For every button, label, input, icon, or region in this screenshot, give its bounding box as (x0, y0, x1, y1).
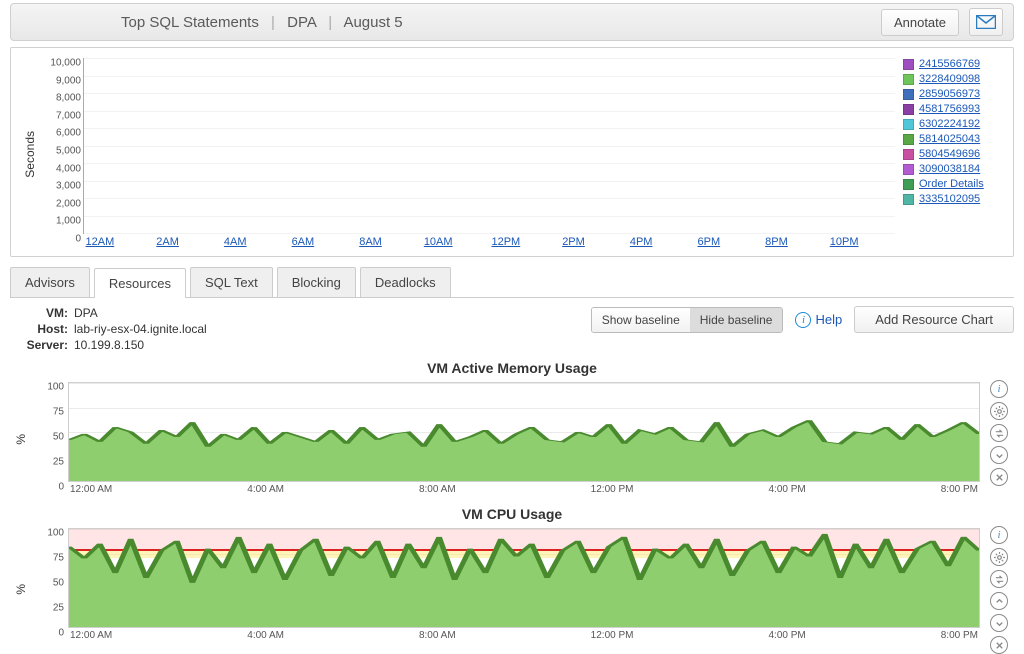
help-label: Help (815, 312, 842, 327)
time-link[interactable]: 8AM (359, 236, 382, 248)
time-link[interactable]: 4AM (224, 236, 247, 248)
cpu-chart-title: VM CPU Usage (10, 506, 1014, 522)
swap-icon[interactable] (990, 570, 1008, 588)
chevron-down-icon[interactable] (990, 614, 1008, 632)
legend-item[interactable]: 3228409098 (903, 73, 1005, 85)
time-link[interactable]: 6AM (292, 236, 315, 248)
time-link[interactable]: 10PM (830, 236, 859, 248)
tab-bar: AdvisorsResourcesSQL TextBlockingDeadloc… (10, 267, 1014, 298)
legend-item[interactable]: 3090038184 (903, 163, 1005, 175)
legend-item[interactable]: 2415566769 (903, 58, 1005, 70)
show-baseline-button[interactable]: Show baseline (592, 308, 690, 332)
memory-chart-controls: i (984, 378, 1014, 500)
chevron-up-icon[interactable] (990, 592, 1008, 610)
tab-advisors[interactable]: Advisors (10, 267, 90, 297)
time-link[interactable]: 12PM (491, 236, 520, 248)
legend-item[interactable]: 2859056973 (903, 88, 1005, 100)
chart-ylabel: Seconds (19, 131, 41, 178)
top-sql-chart: 12AM 2AM 4AM 6AM 8AM 10AM 12PM 2PM 4PM 6PM 8PM 10PM… (41, 54, 895, 254)
time-link[interactable]: 8PM (765, 236, 788, 248)
tab-resources[interactable]: Resources (94, 268, 186, 298)
chevron-down-icon[interactable] (990, 446, 1008, 464)
crumb-dpa: DPA (287, 14, 316, 31)
time-link[interactable]: 4PM (630, 236, 653, 248)
cpu-chart: 12:00 AM4:00 AM8:00 AM12:00 PM4:00 PM8:0… (32, 524, 984, 646)
server-label: Server: (10, 338, 68, 352)
hide-baseline-button[interactable]: Hide baseline (690, 308, 783, 332)
legend-item[interactable]: 4581756993 (903, 103, 1005, 115)
help-link[interactable]: i Help (795, 312, 842, 328)
legend-item[interactable]: 5814025043 (903, 133, 1005, 145)
cpu-ylabel: % (10, 584, 32, 595)
memory-chart-title: VM Active Memory Usage (10, 360, 1014, 376)
crumb-sep: | (328, 14, 332, 31)
vm-label: VM: (10, 306, 68, 320)
cpu-chart-controls: i (984, 524, 1014, 654)
crumb-sep: | (271, 14, 275, 31)
tab-deadlocks[interactable]: Deadlocks (360, 267, 451, 297)
chart-legend: 2415566769 3228409098 2859056973 4581756993… (895, 54, 1005, 254)
gear-icon[interactable] (990, 402, 1008, 420)
legend-item[interactable]: Order Details (903, 178, 1005, 190)
time-link[interactable]: 10AM (424, 236, 453, 248)
page-header: Top SQL Statements | DPA | August 5 Anno… (10, 3, 1014, 41)
close-icon[interactable] (990, 636, 1008, 654)
legend-item[interactable]: 6302224192 (903, 118, 1005, 130)
time-link[interactable]: 2AM (156, 236, 179, 248)
host-label: Host: (10, 322, 68, 336)
server-value: 10.199.8.150 (74, 338, 144, 352)
memory-ylabel: % (10, 434, 32, 445)
gear-icon[interactable] (990, 548, 1008, 566)
close-icon[interactable] (990, 468, 1008, 486)
crumb-top-sql: Top SQL Statements (121, 14, 259, 31)
host-value: lab-riy-esx-04.ignite.local (74, 322, 207, 336)
tab-sql-text[interactable]: SQL Text (190, 267, 273, 297)
info-icon[interactable]: i (990, 380, 1008, 398)
annotate-button[interactable]: Annotate (881, 9, 959, 36)
mail-icon[interactable] (969, 8, 1003, 36)
time-link[interactable]: 6PM (698, 236, 721, 248)
memory-chart: 12:00 AM4:00 AM8:00 AM12:00 PM4:00 PM8:0… (32, 378, 984, 500)
time-link[interactable]: 12AM (86, 236, 115, 248)
breadcrumb: Top SQL Statements | DPA | August 5 (21, 14, 881, 31)
tab-blocking[interactable]: Blocking (277, 267, 356, 297)
add-resource-chart-button[interactable]: Add Resource Chart (854, 306, 1014, 333)
swap-icon[interactable] (990, 424, 1008, 442)
vm-value: DPA (74, 306, 98, 320)
crumb-date: August 5 (343, 14, 402, 31)
top-sql-chart-panel: Seconds 12AM 2AM 4AM 6AM 8AM 10AM 12PM 2PM 4PM 6P… (10, 47, 1014, 257)
vm-info: VM:DPA Host:lab-riy-esx-04.ignite.local … (10, 306, 207, 354)
baseline-toggle: Show baseline Hide baseline (591, 307, 784, 333)
legend-item[interactable]: 5804549696 (903, 148, 1005, 160)
info-icon[interactable]: i (990, 526, 1008, 544)
time-link[interactable]: 2PM (562, 236, 585, 248)
info-icon: i (795, 312, 811, 328)
legend-item[interactable]: 3335102095 (903, 193, 1005, 205)
